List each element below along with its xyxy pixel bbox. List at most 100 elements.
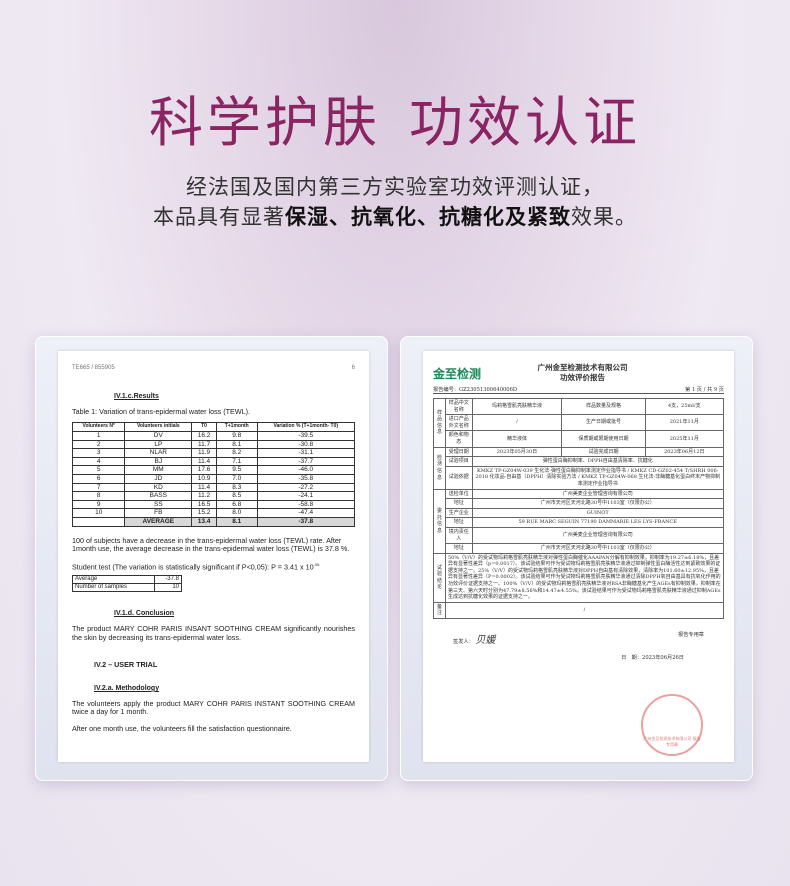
field-label: 试验项目	[445, 456, 473, 467]
field-label: 地址	[445, 517, 473, 528]
field-value: 广州美麦企业管理咨询有限公司	[471, 488, 725, 500]
section-methodology: IV.2.a. Methodology	[94, 684, 160, 692]
table-cell: 受理日期	[445, 446, 473, 458]
table-row: 地址 59 RUE MARC SEGUIN 77190 DAMMARIE LES …	[434, 517, 725, 528]
table-cell: 1	[71, 431, 126, 441]
table-cell: 16.5	[191, 499, 217, 510]
field-value: 广州美麦企业管理咨询有限公司	[471, 526, 725, 545]
subtitle: 经法国及国内第三方实验室功效评测认证， 本品具有显著保湿、抗氧化、抗糖化及紧致效…	[0, 172, 790, 232]
column-header: T+1month	[215, 422, 258, 432]
table-cell: 11.4	[191, 482, 217, 493]
table-cell: 10	[71, 508, 126, 518]
table-cell: BJ	[124, 456, 193, 467]
section-label: 备注	[433, 601, 446, 620]
seal-label: 报告专用章	[678, 632, 704, 639]
signature: 贝媛	[475, 635, 496, 647]
section-label: 委托信息	[433, 488, 446, 554]
section-results: IV.1.c.Results	[114, 393, 159, 400]
field-value: 广州市天河区天河北路30号中1103室（仅限办公）	[471, 498, 725, 509]
table-cell: -58.8	[256, 499, 356, 510]
table-cell: SS	[124, 499, 193, 510]
field-value: KMKZ TP-GZ04W-039 生化法-弹性蛋白酶抑制率测定作业指导书 / …	[471, 465, 725, 490]
table-caption: Table 1: Variation of trans-epidermal wa…	[72, 407, 251, 416]
table-row: 生产企业 GUINOT	[434, 507, 725, 519]
left-document-frame: TE665 / 855905 6 IV.1.c.Results Table 1: …	[35, 336, 388, 781]
table-row: 地址 广州市天河区天河北路30号中1103室（仅限办公）	[434, 498, 725, 509]
doc-ref: TE665 / 855905	[72, 365, 115, 371]
table-cell: 8.1	[215, 516, 258, 527]
field-value: 59 RUE MARC SEGUIN 77190 DAMMARIE LES LY…	[471, 517, 725, 528]
report-title: 功效评价报告	[560, 373, 605, 382]
signer: 签发人： 贝媛	[453, 631, 495, 646]
section-conclusion: IV.1.d. Conclusion	[114, 610, 175, 618]
table-cell: 6	[71, 473, 126, 484]
table-cell: 7	[71, 482, 126, 493]
methodology-text-2: After one month use, the volunteers fill…	[72, 723, 292, 733]
table-cell: 3	[71, 448, 126, 458]
table-cell: 样品数量及规格	[561, 397, 646, 416]
column-header: Volunteers initials	[124, 422, 193, 432]
table-row: 5 MM 17.6 9.5 -46.0	[71, 465, 356, 475]
subtitle-line-2: 本品具有显著保湿、抗氧化、抗糖化及紧致效果。	[0, 202, 790, 232]
effect-antioxidant: 抗氧化	[351, 205, 417, 229]
report-date: 日 期：2023年06月26日	[621, 655, 684, 662]
table-cell: -37.8	[256, 516, 356, 527]
table-row: 6 JD 10.9 7.0 -35.8	[71, 473, 356, 484]
section-user-trial: IV.2 – USER TRIAL	[94, 659, 158, 669]
title-part-2: 功效认证	[409, 91, 641, 154]
field-value: GUINOT	[471, 507, 725, 519]
table-cell: JD	[124, 473, 193, 484]
table-cell: -37.7	[256, 456, 356, 467]
report-number: 报告编号：GZ23051300640006D	[433, 387, 518, 393]
column-header: Variation % (T+1month- T0)	[256, 422, 356, 432]
field-label: 试验依据	[445, 465, 473, 490]
table-cell: -47.4	[256, 508, 356, 518]
text: 效果。	[571, 205, 637, 229]
page-title: 科学护肤 功效认证	[0, 78, 790, 157]
table-row: 检测信息 受理日期 2023年05月30日 试验完成日期 2023年06月12日	[433, 446, 725, 490]
table-row: 4 BJ 11.4 7.1 -37.7	[71, 456, 356, 467]
table-cell: 8.2	[215, 448, 258, 458]
field-label: 送检单位	[445, 488, 473, 500]
table-cell: 4支，25ml/支	[644, 397, 725, 416]
stats-table: Average -37.8 Number of samples 10	[71, 575, 182, 593]
table-cell: 10	[154, 583, 182, 593]
table-cell: 11.9	[191, 448, 217, 458]
table-row: 试验依据 KMKZ TP-GZ04W-039 生化法-弹性蛋白酶抑制率测定作业指导…	[434, 465, 725, 490]
table-cell: -31.1	[256, 448, 356, 458]
table-row: 备注 /	[433, 601, 724, 620]
table-cell: /	[471, 414, 563, 432]
company-seal: 广州金至检测技术有限公司 报告专用章	[641, 694, 703, 756]
table-cell: 样品中文名称	[445, 397, 473, 416]
table-cell: MM	[124, 465, 193, 475]
table-cell: 7.0	[215, 473, 258, 484]
effect-antiglycation: 抗糖化	[439, 205, 505, 229]
table-cell: FB	[124, 508, 193, 518]
table-cell: -39.5	[256, 431, 356, 441]
table-cell: 2023年06月12日	[644, 446, 725, 458]
table-cell: 6.8	[215, 499, 258, 510]
table-cell: -35.8	[256, 473, 356, 484]
stats-row: Number of samples 10	[71, 583, 182, 593]
table-cell: 2023年05月30日	[471, 446, 563, 458]
field-label: 境内责任人	[445, 526, 473, 545]
column-header: Volunteers N°	[71, 422, 126, 432]
table-cell: 保质期或限期使用日期	[561, 430, 646, 448]
section-label: 样品信息	[433, 398, 446, 448]
table-cell: 8.0	[215, 508, 258, 518]
table-cell: -37.8	[154, 575, 182, 585]
efficacy-report-chinese: 金至检测 广州金至检测技术有限公司 功效评价报告 报告编号：GZ230513006…	[423, 351, 734, 762]
sep: 、	[417, 205, 439, 229]
results-text: 100 of subjects have a decrease in the t…	[72, 535, 350, 553]
table-cell: 生产日期或批号	[561, 414, 646, 432]
field-value: 弹性蛋白酶抑制率、DPPH自由基清除率、抗糖化	[471, 456, 725, 467]
exp: -05	[313, 562, 320, 568]
report-table: 样品信息 样品中文名称 玛莉格雪肌亮肤精华液 样品数量及规格 4支，25ml/支 进口产品…	[433, 397, 725, 620]
table-cell: 11.4	[191, 456, 217, 467]
table-cell: 2	[71, 439, 126, 450]
table-cell: 试验完成日期	[561, 446, 646, 458]
doc-page: 6	[351, 365, 355, 371]
table-row: 试验项目 弹性蛋白酶抑制率、DPPH自由基清除率、抗糖化	[434, 456, 725, 467]
sep: 、	[329, 205, 351, 229]
table-cell: 2025年11月	[644, 430, 725, 448]
